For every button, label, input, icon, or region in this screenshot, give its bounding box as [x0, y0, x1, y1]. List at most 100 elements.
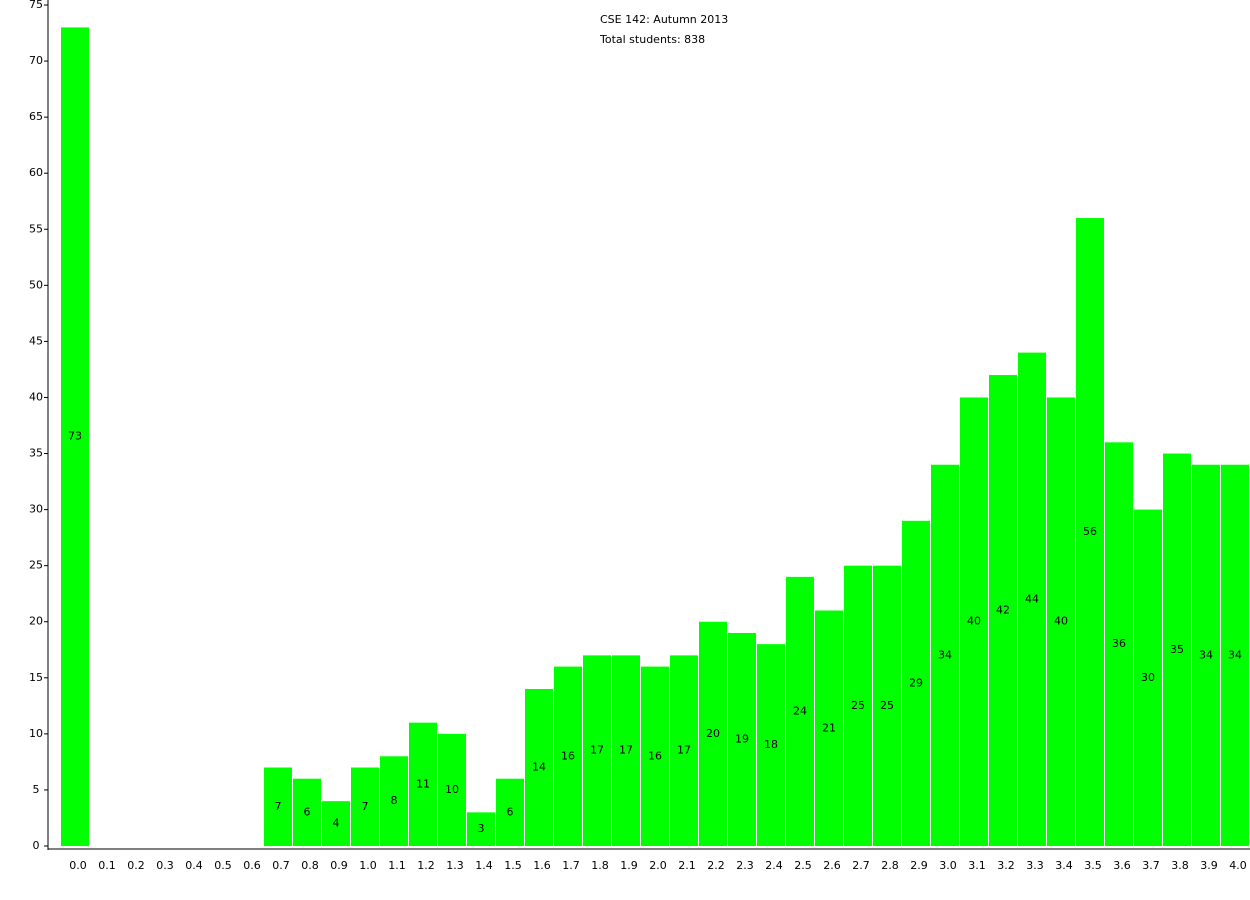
value-label: 17: [590, 744, 604, 757]
bar: [931, 464, 959, 846]
value-label: 7: [275, 800, 282, 813]
y-tick-label: 55: [29, 222, 43, 235]
bar: [61, 27, 89, 847]
value-label: 40: [967, 615, 981, 628]
value-label: 18: [764, 738, 778, 751]
x-tick-label: 1.7: [562, 859, 580, 872]
x-tick-label: 3.3: [1026, 859, 1044, 872]
bar: [786, 576, 814, 846]
value-label: 34: [938, 648, 952, 661]
chart-subtitle: Total students: 838: [599, 33, 705, 46]
value-label: 40: [1054, 615, 1068, 628]
bar: [496, 778, 524, 846]
bar: [1163, 453, 1191, 846]
x-tick-label: 0.0: [69, 859, 87, 872]
x-tick-label: 3.4: [1055, 859, 1073, 872]
value-label: 42: [996, 604, 1010, 617]
y-tick-label: 45: [29, 334, 43, 347]
x-tick-label: 1.4: [475, 859, 493, 872]
bar: [1047, 397, 1075, 846]
x-tick-label: 2.9: [910, 859, 928, 872]
value-label: 6: [507, 805, 514, 818]
y-tick-label: 50: [29, 278, 43, 291]
bar: [438, 733, 466, 846]
bar: [554, 666, 582, 846]
x-tick-label: 2.6: [823, 859, 841, 872]
x-tick-label: 3.1: [968, 859, 986, 872]
y-tick-label: 25: [29, 559, 43, 572]
value-label: 56: [1083, 525, 1097, 538]
value-label: 6: [304, 805, 311, 818]
bar: [380, 756, 408, 846]
bar: [1105, 442, 1133, 846]
x-tick-label: 3.0: [939, 859, 957, 872]
value-label: 4: [333, 817, 340, 830]
value-label: 20: [706, 727, 720, 740]
value-label: 36: [1112, 637, 1126, 650]
x-tick-label: 1.2: [417, 859, 435, 872]
x-tick-label: 2.5: [794, 859, 812, 872]
bar: [1076, 218, 1104, 846]
x-tick-label: 1.9: [620, 859, 638, 872]
x-tick-label: 2.0: [649, 859, 667, 872]
value-label: 35: [1170, 643, 1184, 656]
x-tick-label: 0.2: [127, 859, 145, 872]
bar: [525, 689, 553, 846]
y-tick-label: 10: [29, 727, 43, 740]
x-tick-label: 3.9: [1200, 859, 1218, 872]
x-tick-label: 0.4: [185, 859, 203, 872]
value-label: 30: [1141, 671, 1155, 684]
x-tick-label: 3.5: [1084, 859, 1102, 872]
x-tick-label: 0.8: [301, 859, 319, 872]
bar: [960, 397, 988, 846]
bar: [815, 610, 843, 846]
value-label: 3: [478, 822, 485, 835]
value-label: 44: [1025, 592, 1039, 605]
bar: [1221, 464, 1249, 846]
y-tick-label: 75: [29, 0, 43, 11]
x-tick-label: 2.2: [707, 859, 725, 872]
value-label: 17: [619, 744, 633, 757]
y-tick-label: 35: [29, 447, 43, 460]
bar: [351, 767, 379, 846]
bar: [699, 621, 727, 846]
bar: [1192, 464, 1220, 846]
x-tick-label: 0.6: [243, 859, 261, 872]
value-label: 29: [909, 676, 923, 689]
x-tick-label: 0.7: [272, 859, 290, 872]
bar: [612, 655, 640, 846]
x-tick-label: 1.1: [388, 859, 406, 872]
value-label: 19: [735, 732, 749, 745]
y-tick-label: 30: [29, 503, 43, 516]
x-tick-label: 2.3: [736, 859, 754, 872]
x-tick-label: 0.5: [214, 859, 232, 872]
x-tick-label: 3.7: [1142, 859, 1160, 872]
bar: [989, 375, 1017, 846]
x-tick-label: 2.4: [765, 859, 783, 872]
bar: [844, 565, 872, 846]
x-tick-label: 0.3: [156, 859, 174, 872]
x-tick-label: 2.7: [852, 859, 870, 872]
y-tick-label: 65: [29, 110, 43, 123]
value-label: 34: [1199, 648, 1213, 661]
value-label: 8: [391, 794, 398, 807]
value-label: 25: [851, 699, 865, 712]
bar: [322, 801, 350, 846]
x-tick-label: 0.9: [330, 859, 348, 872]
bar: [670, 655, 698, 846]
value-label: 25: [880, 699, 894, 712]
y-tick-label: 40: [29, 390, 43, 403]
x-tick-label: 1.5: [504, 859, 522, 872]
x-tick-label: 2.8: [881, 859, 899, 872]
y-tick-label: 5: [33, 783, 40, 796]
value-label: 16: [561, 749, 575, 762]
bar: [1134, 509, 1162, 846]
value-label: 24: [793, 704, 807, 717]
x-tick-label: 1.3: [446, 859, 464, 872]
y-tick-label: 0: [33, 839, 40, 852]
value-label: 21: [822, 721, 836, 734]
bar: [409, 722, 437, 846]
value-label: 11: [416, 777, 430, 790]
x-tick-label: 3.2: [997, 859, 1015, 872]
